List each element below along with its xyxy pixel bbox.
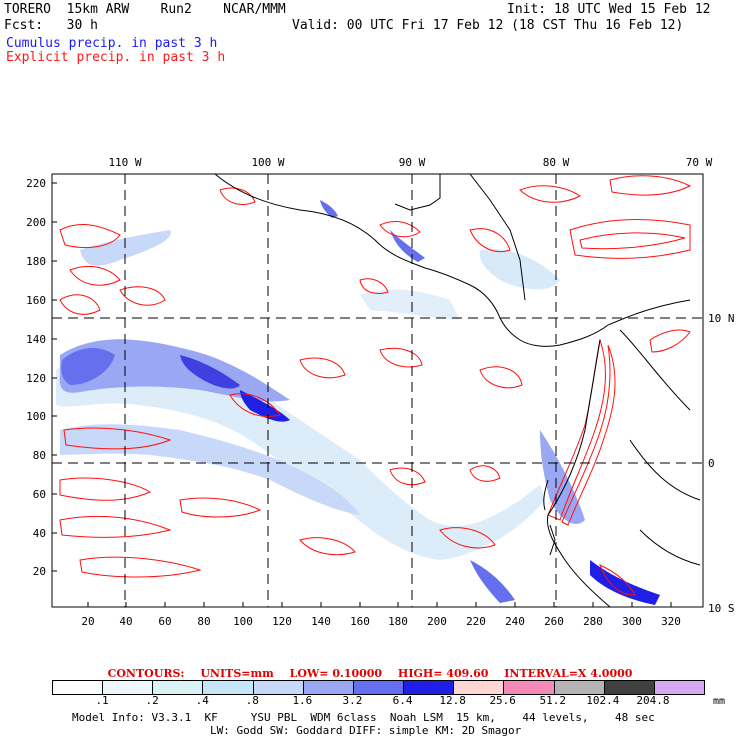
physics-info: LW: Godd SW: Goddard DIFF: simple KM: 2D… [210, 724, 522, 737]
lat-label: 10 N [708, 312, 735, 325]
y-tick-label: 80 [33, 449, 46, 462]
legend-label: 25.6 [489, 694, 516, 707]
legend-swatch [554, 681, 605, 694]
legend-swatch [404, 681, 455, 694]
x-tick-label: 280 [583, 615, 603, 628]
model-info: Model Info: V3.3.1 KF YSU PBL WDM 6class… [72, 711, 655, 724]
lon-label: 100 W [251, 156, 284, 169]
legend-swatch [504, 681, 555, 694]
x-tick-label: 300 [622, 615, 642, 628]
map-frame [51, 173, 704, 608]
legend-swatch [153, 681, 204, 694]
graticule [52, 174, 703, 607]
axis-ticks [52, 182, 672, 607]
lon-label: 80 W [543, 156, 570, 169]
y-tick-labels: 20 40 60 80 100 120 140 160 180 200 220 [26, 177, 46, 578]
contour-low: LOW= 0.10000 [289, 667, 383, 680]
legend-swatch [253, 681, 304, 694]
precip-shading [56, 200, 660, 605]
legend-label: 51.2 [539, 694, 567, 707]
contour-label: CONTOURS: [107, 667, 185, 680]
y-tick-label: 100 [26, 410, 46, 423]
x-tick-label: 20 [81, 615, 94, 628]
legend-swatch [303, 681, 354, 694]
x-tick-label: 60 [158, 615, 171, 628]
legend-swatch [53, 681, 104, 694]
x-tick-labels: 20 40 60 80 100 120 140 160 180 200 220 … [81, 615, 681, 628]
x-tick-label: 80 [197, 615, 210, 628]
precip-map: 110 W 100 W 90 W 80 W 70 W 10 N 0 10 S 2… [26, 156, 735, 628]
x-tick-label: 320 [661, 615, 681, 628]
legend-label: .1 [95, 694, 109, 707]
explicit-precip-contours [59, 175, 692, 596]
legend-swatch [654, 681, 705, 694]
legend-swatch [353, 681, 405, 694]
x-tick-label: 180 [388, 615, 408, 628]
lat-label: 0 [708, 457, 715, 470]
lon-label: 90 W [399, 156, 426, 169]
model-title: TORERO 15km ARW Run2 NCAR/MMM [4, 2, 286, 17]
y-tick-label: 200 [26, 216, 46, 229]
x-tick-label: 260 [544, 615, 564, 628]
forecast-hour: Fcst: 30 h [4, 18, 98, 33]
x-tick-label: 120 [272, 615, 292, 628]
legend-swatch [103, 681, 154, 694]
legend-label: 1.6 [292, 694, 313, 707]
contour-info: CONTOURS: UNITS=mm LOW= 0.10000 HIGH= 40… [0, 667, 740, 680]
color-legend-bar [52, 680, 705, 695]
legend-swatch [203, 681, 254, 694]
x-tick-label: 200 [427, 615, 447, 628]
coastlines [214, 174, 701, 607]
init-time: Init: 18 UTC Wed 15 Feb 12 [507, 2, 711, 17]
x-tick-label: 100 [233, 615, 253, 628]
legend-unit: mm [713, 696, 726, 707]
y-tick-label: 120 [26, 372, 46, 385]
legend-label: 6.4 [392, 694, 413, 707]
valid-time: Valid: 00 UTC Fri 17 Feb 12 (18 CST Thu … [292, 18, 684, 33]
lat-label: 10 S [708, 602, 735, 615]
legend-swatch [454, 681, 505, 694]
contour-interval: INTERVAL=X 4.0000 [504, 667, 633, 680]
legend-label: 102.4 [586, 694, 620, 707]
lon-labels: 110 W 100 W 90 W 80 W 70 W [108, 156, 712, 169]
y-tick-label: 160 [26, 294, 46, 307]
legend-label: 12.8 [439, 694, 466, 707]
lon-label: 70 W [686, 156, 713, 169]
legend-label: .4 [195, 694, 209, 707]
x-tick-label: 240 [505, 615, 525, 628]
legend-label: 3.2 [342, 694, 363, 707]
y-tick-label: 20 [33, 565, 46, 578]
y-tick-label: 140 [26, 333, 46, 346]
lon-label: 110 W [108, 156, 141, 169]
color-legend-labels: .1 .2 .4 .8 1.6 3.2 6.4 12.8 25.6 51.2 102.4 204.8 [52, 694, 703, 707]
x-tick-label: 40 [119, 615, 132, 628]
contour-high: HIGH= 409.60 [397, 667, 489, 680]
lat-labels: 10 N 0 10 S [708, 312, 735, 615]
legend-swatch [604, 681, 655, 694]
legend-label: .2 [145, 694, 159, 707]
y-tick-label: 180 [26, 255, 46, 268]
contour-units: UNITS=mm [200, 667, 274, 680]
x-tick-label: 160 [350, 615, 370, 628]
y-tick-label: 60 [33, 488, 46, 501]
field-label-cumulus: Cumulus precip. in past 3 h [6, 36, 218, 51]
legend-label: .8 [245, 694, 259, 707]
x-tick-label: 220 [466, 615, 486, 628]
x-tick-label: 140 [311, 615, 331, 628]
y-tick-label: 220 [26, 177, 46, 190]
y-tick-label: 40 [33, 527, 46, 540]
field-label-explicit: Explicit precip. in past 3 h [6, 50, 226, 65]
legend-label: 204.8 [636, 694, 670, 707]
